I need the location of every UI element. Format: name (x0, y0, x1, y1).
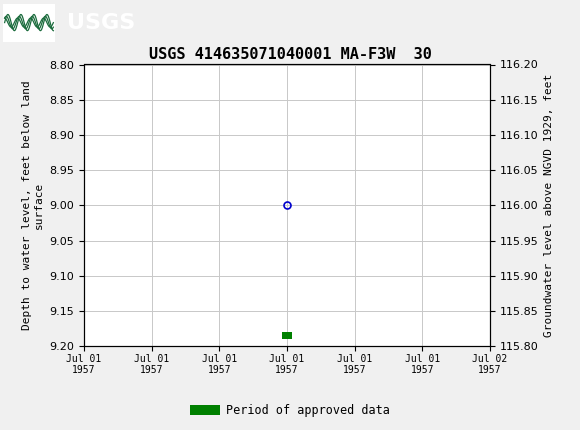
Y-axis label: Groundwater level above NGVD 1929, feet: Groundwater level above NGVD 1929, feet (544, 74, 554, 337)
Bar (282, 332, 292, 339)
Legend: Period of approved data: Period of approved data (186, 399, 394, 422)
Text: USGS 414635071040001 MA-F3W  30: USGS 414635071040001 MA-F3W 30 (148, 47, 432, 62)
Text: USGS: USGS (67, 12, 135, 33)
Bar (3, 3, 55, 42)
Y-axis label: Depth to water level, feet below land
surface: Depth to water level, feet below land su… (23, 80, 44, 330)
